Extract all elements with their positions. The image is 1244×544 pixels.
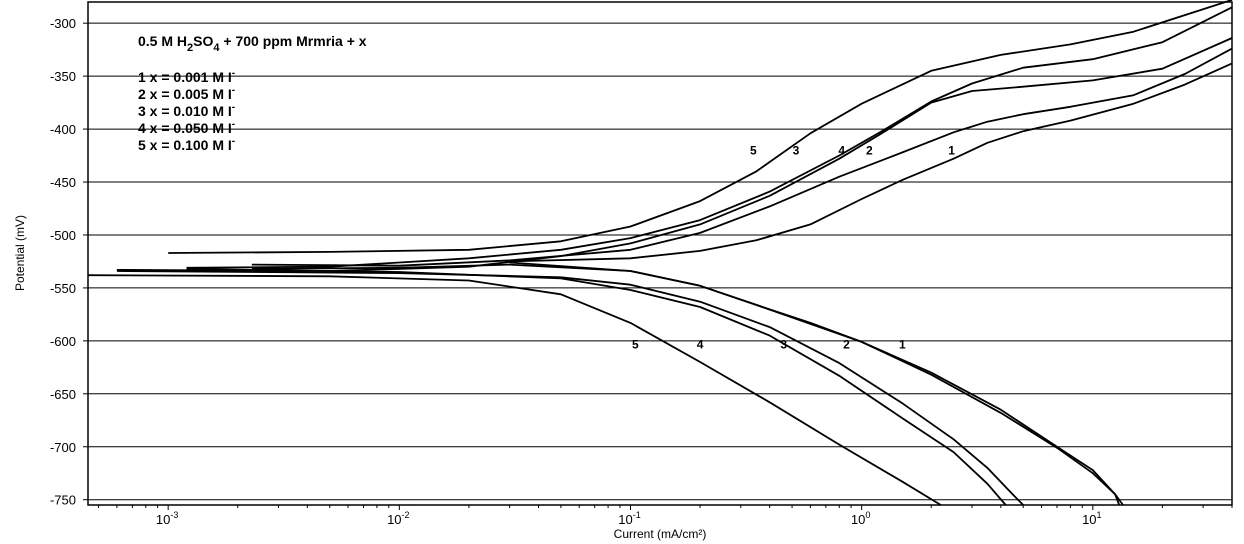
x-tick-label: 10-2 [387,510,409,527]
curve-label: 3 [780,337,787,351]
x-tick-label: 10-1 [618,510,640,527]
curve-label: 4 [838,143,845,157]
curve-5-cathodic [87,274,942,506]
curve-label: 5 [632,337,639,351]
legend-entry: 5 x = 0.100 M I- [138,136,235,153]
curve-label: 2 [866,143,873,157]
legend: 0.5 M H2SO4 + 700 ppm Mrmria + x 1 x = 0.… [138,33,367,153]
curve-label: 4 [697,337,704,351]
curve-label: 1 [899,337,906,351]
curve-2-cathodic [251,263,1124,506]
y-tick-label: -450 [50,175,76,190]
curve-label: 1 [948,143,955,157]
curve-label: 5 [750,143,757,157]
x-tick-label: 10-3 [156,510,178,527]
y-tick-label: -700 [50,440,76,455]
curve-number-labels: 5 3 4 2 1 5 4 3 2 1 [632,143,955,351]
y-tick-label: -550 [50,281,76,296]
legend-entry: 3 x = 0.010 M I- [138,102,235,119]
curve-1-cathodic [509,261,1121,506]
y-tick-label: -600 [50,334,76,349]
data-curves [87,0,1233,506]
y-tick-label: -650 [50,387,76,402]
x-axis-title: Current (mA/cm²) [614,527,707,541]
curve-label: 3 [793,143,800,157]
curve-5-anodic [168,0,1233,254]
legend-entry: 1 x = 0.001 M I- [138,68,235,85]
x-tick-label: 101 [1082,510,1101,527]
curve-label: 2 [843,337,850,351]
y-tick-label: -400 [50,122,76,137]
plot-frame [87,1,1233,506]
y-tick-label: -350 [50,69,76,84]
legend-entry: 2 x = 0.005 M I- [138,85,235,102]
horizontal-grid-lines [88,22,1232,501]
curve-4-cathodic [186,268,1007,506]
y-axis-ticks: -300 -350 -400 -450 -500 -550 -600 -650 -700 -750 [50,16,88,508]
y-tick-label: -500 [50,228,76,243]
curve-3-cathodic [116,270,1024,506]
x-tick-label: 100 [851,510,870,527]
x-axis-ticks: 10-3 10-2 10-1 100 101 [98,505,1233,527]
y-tick-label: -750 [50,493,76,508]
curve-4-anodic [186,6,1233,269]
legend-heading: 0.5 M H2SO4 + 700 ppm Mrmria + x [138,33,367,54]
y-axis-title: Potential (mV) [13,215,27,291]
y-tick-label: -300 [50,16,76,31]
curve-3-anodic [116,37,1233,272]
legend-entry: 4 x = 0.050 M I- [138,119,235,136]
curve-1-anodic [509,62,1233,263]
